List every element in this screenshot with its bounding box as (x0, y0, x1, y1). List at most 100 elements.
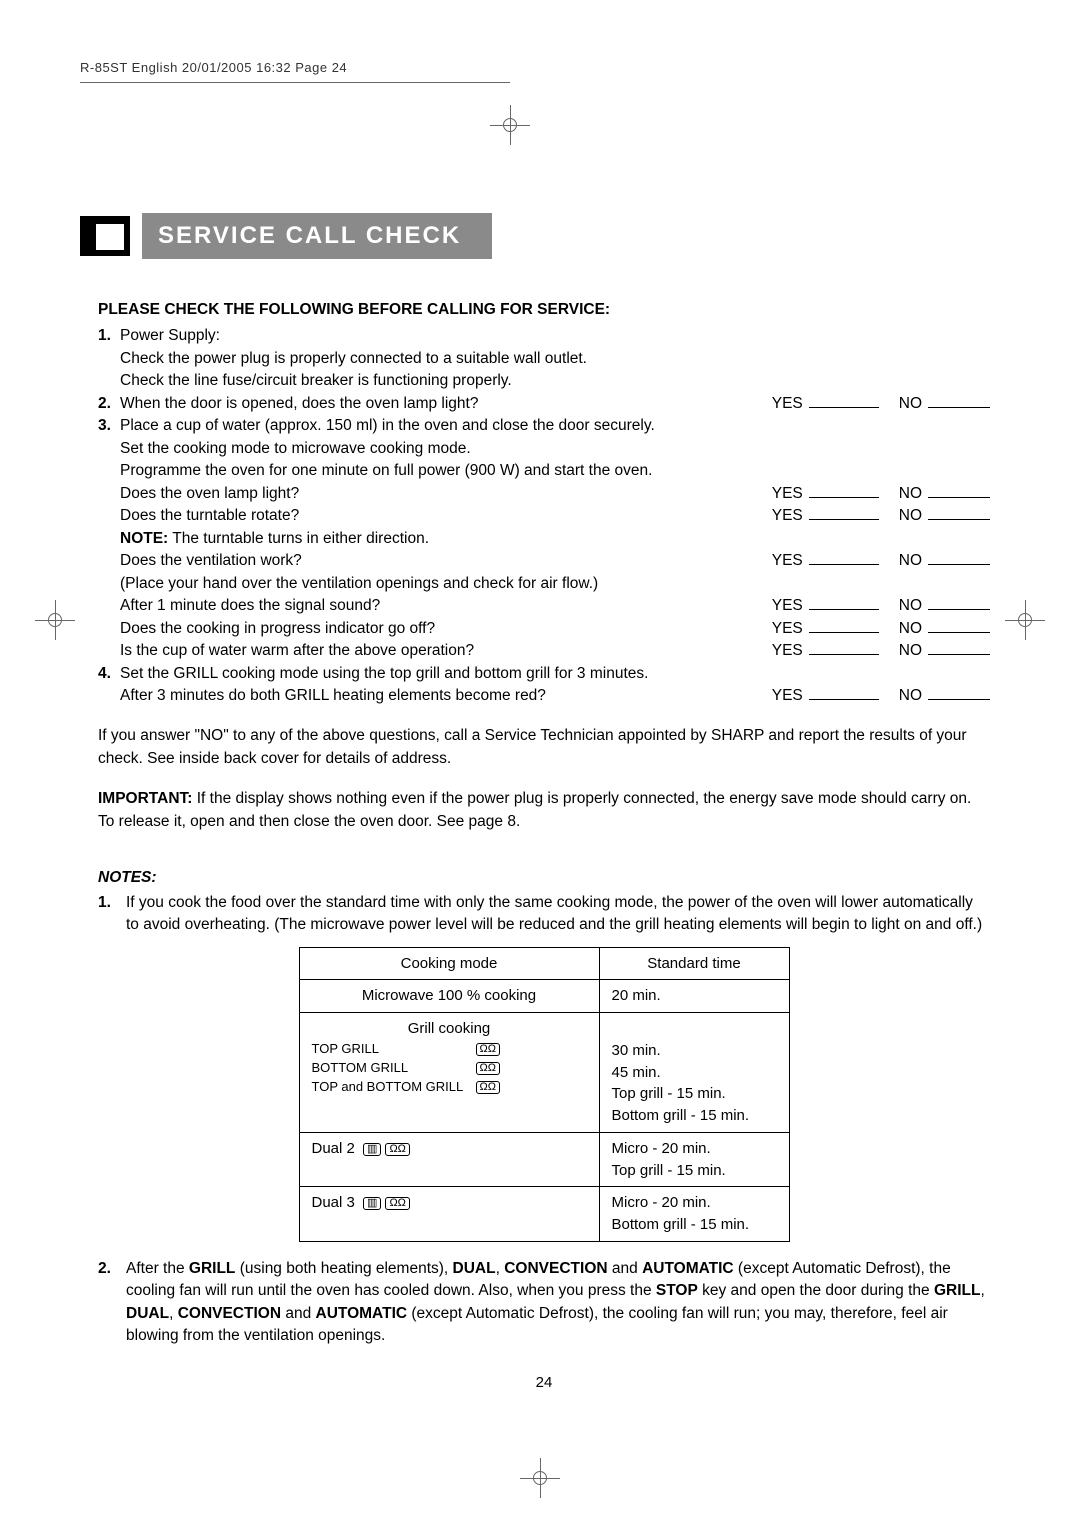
item-line: Check the power plug is properly connect… (120, 350, 587, 367)
question: Does the cooking in progress indicator g… (120, 618, 762, 640)
question: When the door is opened, does the oven l… (120, 393, 762, 415)
no-label: NO (899, 685, 922, 707)
yes-label: YES (772, 393, 803, 415)
t: GRILL (934, 1282, 981, 1299)
table-cell: Micro - 20 min. Bottom grill - 15 min. (599, 1187, 789, 1242)
important-label: IMPORTANT: (98, 790, 192, 807)
table-header: Cooking mode (299, 947, 599, 980)
item-line: Set the cooking mode to microwave cookin… (120, 440, 471, 457)
grill-top-icon: ΩΩ (476, 1043, 500, 1056)
note-1: 1. If you cook the food over the standar… (98, 892, 990, 937)
grill-bottom-icon: ΩΩ (476, 1062, 500, 1075)
item-label: Power Supply: (120, 327, 220, 344)
page-number: 24 (98, 1372, 990, 1394)
t: , (169, 1305, 178, 1322)
time-value: 30 min. (612, 1040, 777, 1062)
no-label: NO (899, 483, 922, 505)
top-grill-label: TOP GRILL (312, 1040, 472, 1059)
question: Does the turntable rotate? (120, 505, 762, 527)
item-number: 2. (98, 393, 111, 415)
t: CONVECTION (178, 1305, 281, 1322)
both-grill-label: TOP and BOTTOM GRILL (312, 1078, 472, 1097)
t: AUTOMATIC (316, 1305, 408, 1322)
check-item-4: 4. Set the GRILL cooking mode using the … (98, 663, 990, 708)
note-number: 1. (98, 892, 120, 914)
important-paragraph: IMPORTANT: If the display shows nothing … (98, 788, 990, 833)
yes-label: YES (772, 618, 803, 640)
note-text: If you cook the food over the standard t… (126, 894, 982, 933)
time-value: Bottom grill - 15 min. (612, 1105, 777, 1127)
t: AUTOMATIC (642, 1260, 734, 1277)
time-value: 45 min. (612, 1062, 777, 1084)
page-title: SERVICE CALL CHECK (142, 213, 492, 259)
note-number: 2. (98, 1258, 120, 1280)
yes-no-blank: YES NO (772, 595, 990, 617)
yes-no-blank: YES NO (772, 483, 990, 505)
microwave-small-icon: ▥ (363, 1197, 381, 1210)
yes-label: YES (772, 550, 803, 572)
table-cell: 30 min. 45 min. Top grill - 15 min. Bott… (599, 1013, 789, 1133)
time-value: Bottom grill - 15 min. (612, 1214, 777, 1236)
t: STOP (656, 1282, 698, 1299)
no-label: NO (899, 640, 922, 662)
item-line: Programme the oven for one minute on ful… (120, 462, 652, 479)
paren-line: (Place your hand over the ventilation op… (120, 573, 990, 595)
t: CONVECTION (504, 1260, 607, 1277)
table-cell: 20 min. (599, 980, 789, 1013)
item-line: Place a cup of water (approx. 150 ml) in… (120, 417, 655, 434)
yes-no-blank: YES NO (772, 618, 990, 640)
no-label: NO (899, 618, 922, 640)
t: and (608, 1260, 642, 1277)
title-bar: SERVICE CALL CHECK (80, 213, 1000, 259)
t: , (496, 1260, 505, 1277)
grill-cooking-label: Grill cooking (312, 1018, 587, 1040)
check-item-2: 2. When the door is opened, does the ove… (98, 393, 990, 415)
registration-mark-left (35, 600, 75, 640)
table-header: Standard time (599, 947, 789, 980)
header-slug: R-85ST English 20/01/2005 16:32 Page 24 (80, 60, 1000, 75)
t: DUAL (453, 1260, 496, 1277)
yes-label: YES (772, 483, 803, 505)
t: , (980, 1282, 984, 1299)
time-value: Top grill - 15 min. (612, 1160, 777, 1182)
cooking-table: Cooking mode Standard time Microwave 100… (299, 947, 790, 1242)
yes-label: YES (772, 505, 803, 527)
note-2: 2. After the GRILL (using both heating e… (98, 1258, 990, 1348)
registration-mark-bottom (520, 1458, 560, 1498)
question: Does the oven lamp light? (120, 483, 762, 505)
t: key and open the door during the (698, 1282, 934, 1299)
notes-heading: NOTES: (98, 867, 990, 889)
t: After the (126, 1260, 189, 1277)
note-label: NOTE: (120, 530, 168, 547)
yes-label: YES (772, 685, 803, 707)
important-text: If the display shows nothing even if the… (98, 790, 971, 829)
t: (using both heating elements), (235, 1260, 452, 1277)
bottom-grill-label: BOTTOM GRILL (312, 1059, 472, 1078)
question: After 3 minutes do both GRILL heating el… (120, 685, 762, 707)
no-label: NO (899, 393, 922, 415)
grill-both-icon: ΩΩ (476, 1081, 500, 1094)
content: PLEASE CHECK THE FOLLOWING BEFORE CALLIN… (98, 299, 990, 1394)
yes-no-blank: YES NO (772, 685, 990, 707)
grill-top-icon: ΩΩ (385, 1143, 409, 1156)
dual2-label: Dual 2 (312, 1140, 355, 1157)
item-line: Set the GRILL cooking mode using the top… (120, 665, 648, 682)
t: and (281, 1305, 315, 1322)
question: Is the cup of water warm after the above… (120, 640, 762, 662)
question: After 1 minute does the signal sound? (120, 595, 762, 617)
t: DUAL (126, 1305, 169, 1322)
no-label: NO (899, 595, 922, 617)
page-root: R-85ST English 20/01/2005 16:32 Page 24 … (80, 60, 1000, 1394)
registration-mark-right (1005, 600, 1045, 640)
time-value: Micro - 20 min. (612, 1138, 777, 1160)
table-cell: Grill cooking TOP GRILL ΩΩ BOTTOM GRILL ΩΩ… (299, 1013, 599, 1133)
yes-no-blank: YES NO (772, 640, 990, 662)
dual3-label: Dual 3 (312, 1194, 355, 1211)
check-item-1: 1. Power Supply: Check the power plug is… (98, 325, 990, 392)
microwave-small-icon: ▥ (363, 1143, 381, 1156)
paragraph: If you answer "NO" to any of the above q… (98, 725, 990, 770)
item-line: Check the line fuse/circuit breaker is f… (120, 372, 512, 389)
item-number: 1. (98, 325, 111, 347)
table-cell: Microwave 100 % cooking (299, 980, 599, 1013)
item-number: 3. (98, 415, 111, 437)
